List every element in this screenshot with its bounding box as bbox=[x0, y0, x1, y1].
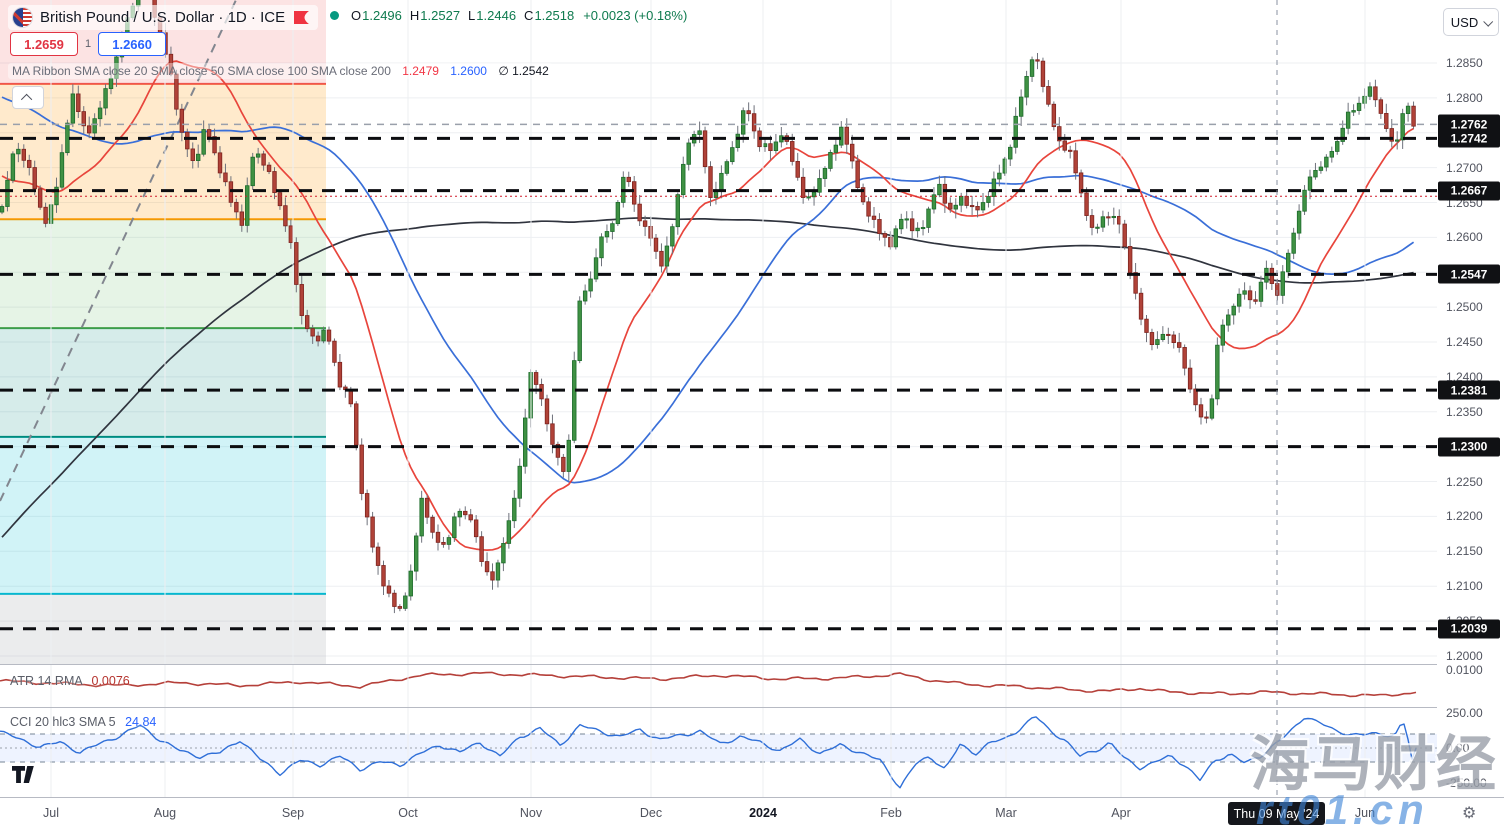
currency-selector[interactable]: USD bbox=[1443, 8, 1499, 36]
symbol-legend[interactable]: British Pound / U.S. Dollar · 1D · ICE bbox=[8, 5, 319, 30]
price-level-badge: 1.2547 bbox=[1438, 264, 1500, 284]
open-value: 1.2496 bbox=[362, 8, 402, 23]
cci-legend[interactable]: CCI 20 hlc3 SMA 5 24.84 bbox=[10, 715, 156, 729]
price-level-badge: 1.2039 bbox=[1438, 619, 1500, 639]
price-level-badge: 1.2300 bbox=[1438, 437, 1500, 457]
sma-average-value: ∅ 1.2542 bbox=[498, 64, 549, 78]
price-tick-label: 1.2450 bbox=[1446, 335, 1483, 350]
price-tick-label: 1.2850 bbox=[1446, 55, 1483, 70]
price-tick-label: 1.2400 bbox=[1446, 369, 1483, 384]
price-tick-label: 1.2200 bbox=[1446, 509, 1483, 524]
time-tick-label: Feb bbox=[880, 806, 902, 820]
price-tick-label: 1.2700 bbox=[1446, 160, 1483, 175]
time-axis[interactable]: Thu 09 May '24 ⚙ Jul Aug Sep Oct Nov Dec 2024 F… bbox=[0, 798, 1504, 830]
change-value: +0.0023 (+0.18%) bbox=[583, 8, 688, 23]
price-level-badge: 1.2667 bbox=[1438, 181, 1500, 201]
time-tick-label: Mar bbox=[995, 806, 1017, 820]
time-tick-label: Jun bbox=[1354, 806, 1376, 820]
time-tick-label: Apr bbox=[1111, 806, 1131, 820]
price-tick-label: 1.2600 bbox=[1446, 230, 1483, 245]
chevron-down-icon bbox=[1483, 16, 1494, 27]
collapse-legend-button[interactable] bbox=[12, 86, 44, 109]
spread-value: 1 bbox=[85, 38, 92, 50]
low-value: 1.2446 bbox=[476, 8, 517, 23]
time-tick-label: Dec bbox=[639, 806, 663, 820]
ma-ribbon-legend[interactable]: MA Ribbon SMA close 20 SMA close 50 SMA … bbox=[8, 63, 553, 79]
price-axis[interactable]: USD 1.28501.28001.27501.27001.26501.2600… bbox=[1437, 0, 1504, 797]
ma-ribbon-label: MA Ribbon SMA close 20 SMA close 50 SMA … bbox=[12, 64, 391, 78]
cci-tick-label: 0.00 bbox=[1446, 741, 1470, 755]
atr-tick-label: 0.0100 bbox=[1446, 662, 1483, 677]
ask-price-button[interactable]: 1.2660 bbox=[98, 32, 167, 56]
time-tick-label: Aug bbox=[153, 806, 177, 820]
ohlc-readout: O1.2496 H1.2527 L1.2446 C1.2518 +0.0023 … bbox=[330, 8, 687, 23]
time-tick-label: Sep bbox=[281, 806, 305, 820]
time-tick-label: Jul bbox=[43, 806, 59, 820]
cci-tick-label: -250.00 bbox=[1446, 776, 1487, 790]
sma20-value: 1.2479 bbox=[402, 64, 439, 78]
price-level-badge: 1.2742 bbox=[1438, 128, 1500, 148]
currency-pair-icon bbox=[12, 7, 33, 28]
price-tick-label: 1.2500 bbox=[1446, 300, 1483, 315]
sma50-value: 1.2600 bbox=[450, 64, 487, 78]
currency-label: USD bbox=[1450, 14, 1479, 30]
settings-gear-icon[interactable]: ⚙ bbox=[1462, 805, 1477, 822]
close-value: 1.2518 bbox=[534, 8, 575, 23]
time-tick-label: 2024 bbox=[749, 806, 777, 820]
flame-icon[interactable] bbox=[294, 11, 310, 24]
price-tick-label: 1.2100 bbox=[1446, 579, 1483, 594]
price-tick-label: 1.2150 bbox=[1446, 544, 1483, 559]
price-tick-label: 1.2350 bbox=[1446, 404, 1483, 419]
time-tick-label: Nov bbox=[519, 806, 543, 820]
quote-row: 1.2659 1 1.2660 bbox=[10, 32, 167, 56]
market-status-icon bbox=[330, 11, 339, 20]
bid-price-button[interactable]: 1.2659 bbox=[10, 32, 78, 56]
cci-tick-label: 250.00 bbox=[1446, 706, 1483, 720]
high-value: 1.2527 bbox=[420, 8, 461, 23]
time-tick-label: Oct bbox=[398, 806, 418, 820]
chevron-up-icon bbox=[20, 93, 33, 105]
cci-label: CCI 20 hlc3 SMA 5 bbox=[10, 715, 116, 729]
atr-label: ATR 14 RMA bbox=[10, 674, 83, 688]
atr-legend[interactable]: ATR 14 RMA 0.0076 bbox=[10, 674, 130, 688]
price-tick-label: 1.2000 bbox=[1446, 648, 1483, 663]
price-tick-label: 1.2250 bbox=[1446, 474, 1483, 489]
price-level-badge: 1.2381 bbox=[1438, 380, 1500, 400]
tradingview-logo[interactable] bbox=[12, 766, 44, 784]
cci-value: 24.84 bbox=[125, 715, 157, 729]
price-tick-label: 1.2800 bbox=[1446, 90, 1483, 105]
crosshair-date-badge: Thu 09 May '24 bbox=[1228, 802, 1325, 825]
atr-value: 0.0076 bbox=[91, 674, 130, 688]
symbol-title: British Pound / U.S. Dollar · 1D · ICE bbox=[40, 9, 286, 26]
